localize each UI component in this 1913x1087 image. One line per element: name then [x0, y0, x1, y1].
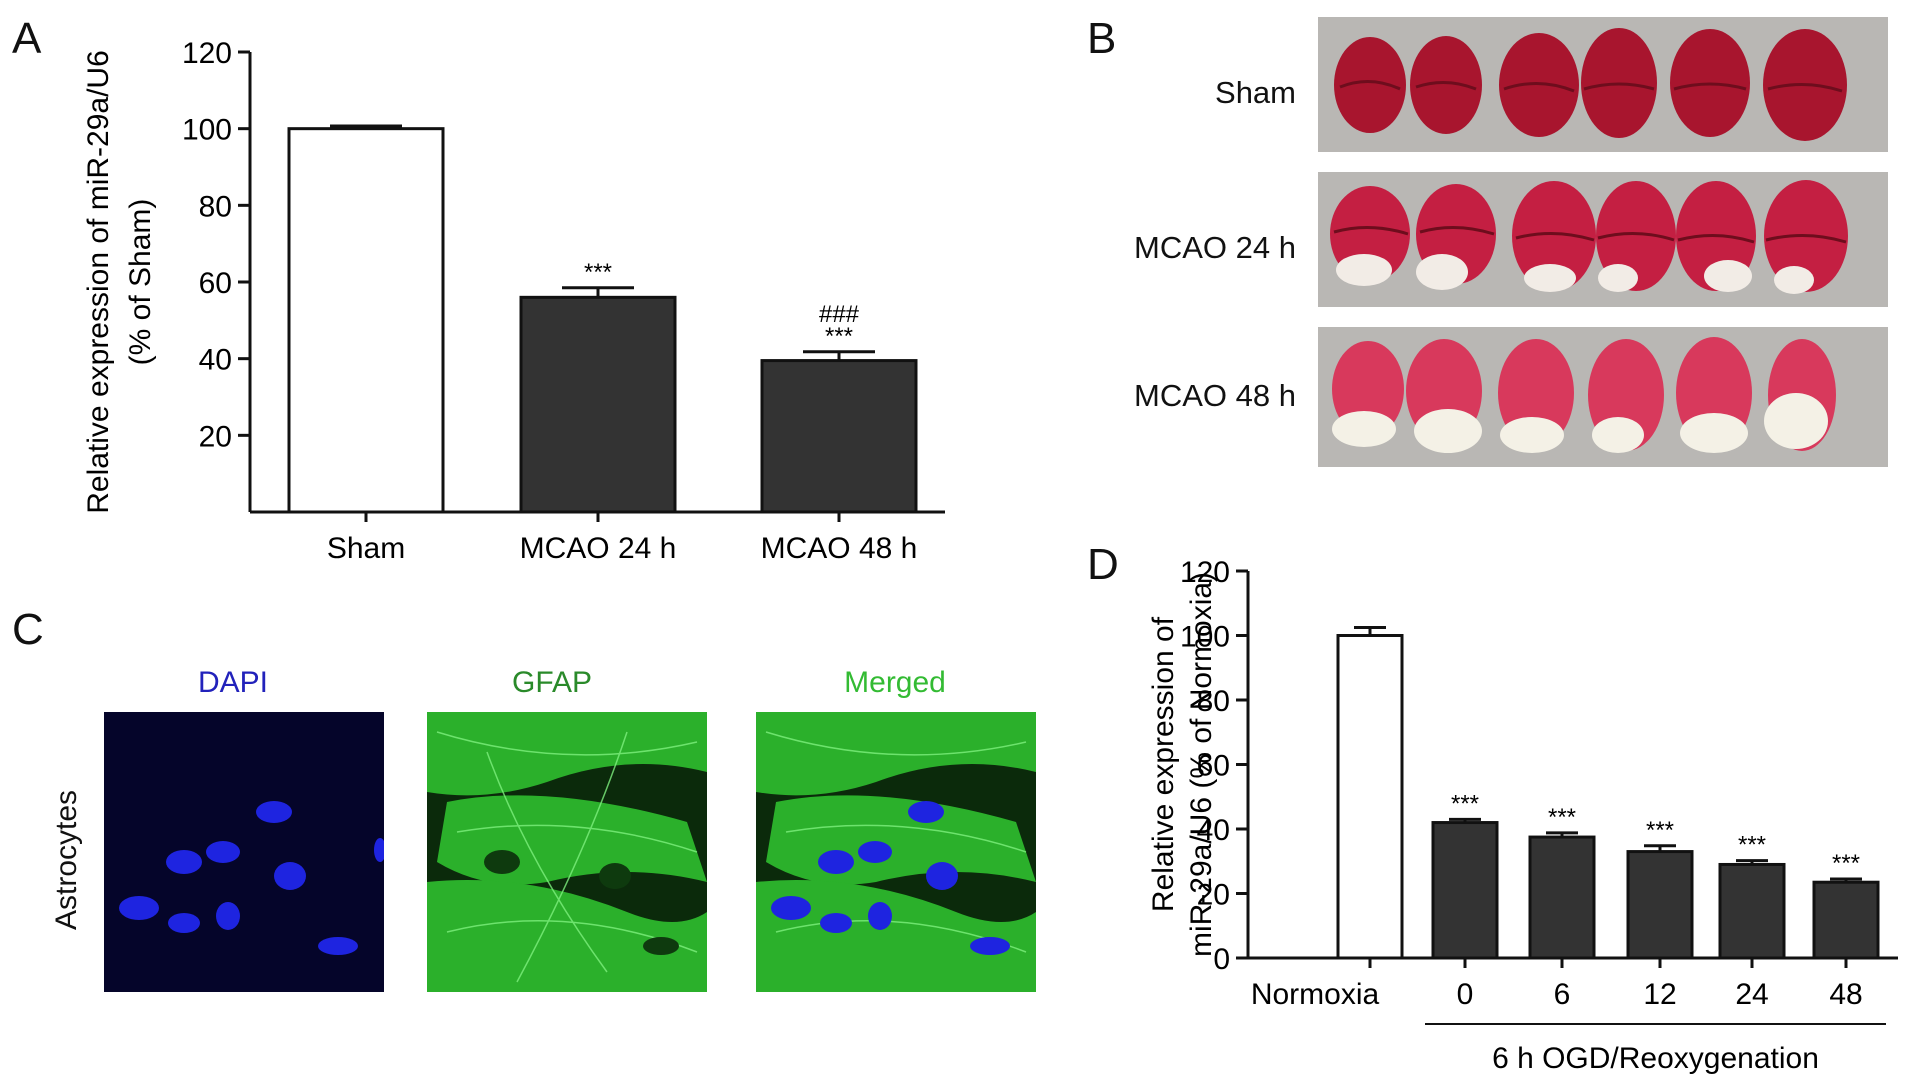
x-tick-label: Normoxia [1251, 978, 1380, 1011]
significance-annotation: *** [1832, 850, 1860, 877]
significance-annotation: *** [1646, 817, 1674, 844]
significance-annotation: *** [1451, 790, 1479, 817]
significance-annotation: *** [584, 259, 612, 286]
bar [1431, 821, 1499, 960]
y-tick-label: 0 [1213, 943, 1230, 976]
y-tick-label: 80 [1197, 685, 1230, 718]
bar [1626, 850, 1694, 960]
x-tick-label: 24 [1735, 978, 1768, 1011]
bar [519, 295, 677, 514]
ttc-image-sham [1318, 17, 1888, 152]
x-tick-label: Sham [327, 532, 405, 565]
bar [1528, 835, 1596, 960]
significance-annotation: *** [825, 323, 853, 350]
y-axis-title-line1: Relative expression of miR-29a/U6 [82, 50, 115, 514]
y-tick-label: 40 [1197, 814, 1230, 847]
y-tick-label: 120 [1180, 556, 1230, 589]
bar [287, 127, 445, 514]
panel-letter-d: D [1087, 540, 1119, 589]
x-tick-label: MCAO 48 h [761, 532, 918, 565]
x-tick-label: 48 [1829, 978, 1862, 1011]
y-tick-label: 60 [1197, 750, 1230, 783]
panel-letter-b: B [1087, 14, 1117, 63]
y-axis-title-line2: (% of Sham) [124, 199, 157, 366]
if-row-label: Astrocytes [50, 789, 83, 930]
y-tick-label: 80 [199, 190, 232, 223]
significance-annotation: *** [1738, 832, 1766, 859]
if-image-merged [756, 712, 1036, 992]
ttc-image-mcao24 [1318, 172, 1888, 307]
chart-a: 20 40 60 80 100 120 Relative expression of miR… [82, 37, 945, 565]
if-image-gfap [427, 712, 707, 992]
if-image-dapi [104, 712, 384, 992]
y-tick-label: 40 [199, 344, 232, 377]
ttc-row-label-mcao48: MCAO 48 h [1134, 378, 1296, 413]
significance-annotation: ### [819, 301, 860, 328]
x-tick-label: 6 [1554, 978, 1571, 1011]
ttc-row-label-mcao24: MCAO 24 h [1134, 230, 1296, 265]
y-axis-title-line2: miR-29a/U6 (% of Normoxia) [1185, 572, 1218, 957]
ttc-image-mcao48 [1318, 327, 1888, 467]
panel-letter-c: C [12, 605, 44, 654]
bar [1336, 634, 1404, 960]
bar [1812, 880, 1880, 960]
panel-letter-a: A [12, 14, 42, 63]
if-col-label-gfap: GFAP [511, 666, 593, 699]
y-tick-label: 120 [182, 37, 232, 70]
bar [1718, 862, 1786, 960]
y-tick-label: 100 [1180, 621, 1230, 654]
x-tick-label: 12 [1643, 978, 1676, 1011]
y-tick-label: 20 [1197, 879, 1230, 912]
group-label: 6 h OGD/Reoxygenation [1492, 1042, 1819, 1075]
if-col-label-dapi: DAPI [197, 666, 269, 699]
bar [760, 359, 918, 514]
y-axis-title-line1: Relative expression of [1147, 616, 1180, 912]
y-tick-label: 20 [199, 420, 232, 453]
significance-annotation: *** [1548, 804, 1576, 831]
if-col-label-merged: Merged [844, 666, 946, 699]
y-tick-label: 60 [199, 267, 232, 300]
ttc-row-label-sham: Sham [1215, 75, 1296, 110]
y-tick-label: 100 [182, 114, 232, 147]
x-tick-label: 0 [1457, 978, 1474, 1011]
x-tick-label: MCAO 24 h [520, 532, 677, 565]
